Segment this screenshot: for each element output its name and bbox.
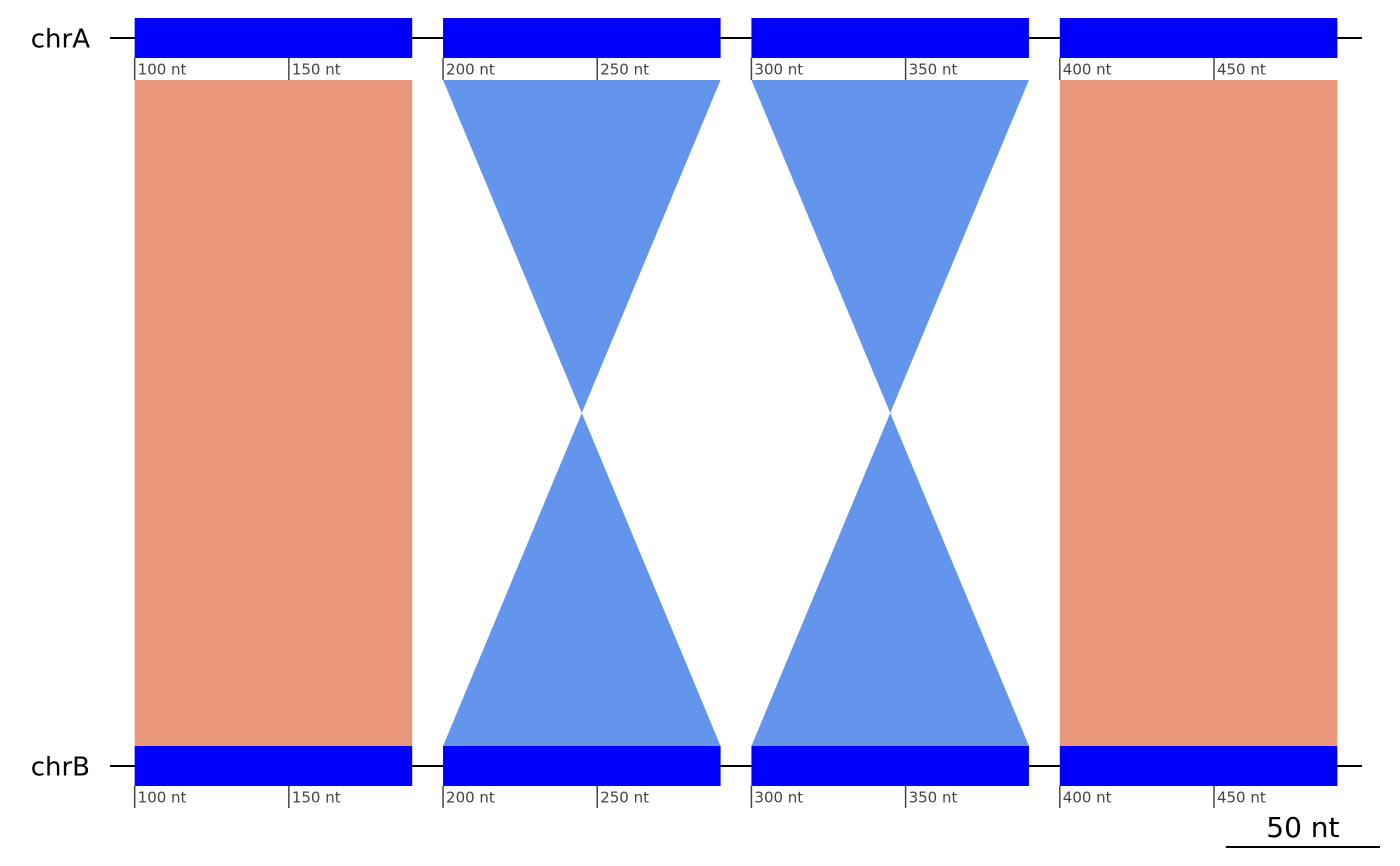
tick-label: 150 nt (292, 789, 341, 807)
block (443, 746, 721, 786)
block (751, 746, 1029, 786)
tick-label: 300 nt (754, 789, 803, 807)
tick-label: 150 nt (292, 61, 341, 79)
tick-label: 100 nt (138, 61, 187, 79)
tick-label: 400 nt (1063, 61, 1112, 79)
sequence-label: chrB (31, 753, 90, 783)
scale-bar-label: 50 nt (1266, 811, 1339, 844)
tick-label: 250 nt (600, 789, 649, 807)
tick-label: 300 nt (754, 61, 803, 79)
tick-label: 450 nt (1217, 61, 1266, 79)
tick-label: 400 nt (1063, 789, 1112, 807)
block (1059, 18, 1338, 58)
block (751, 18, 1029, 58)
block (134, 746, 413, 786)
link (1059, 80, 1338, 746)
tick-label: 350 nt (909, 61, 958, 79)
tick-label: 250 nt (600, 61, 649, 79)
tick-label: 350 nt (909, 789, 958, 807)
block (443, 18, 721, 58)
link (443, 80, 721, 746)
tick-label: 450 nt (1217, 789, 1266, 807)
sequence-label: chrA (31, 25, 90, 55)
block (1059, 746, 1338, 786)
tick-label: 100 nt (138, 789, 187, 807)
block (134, 18, 413, 58)
link (751, 80, 1029, 746)
link (134, 80, 413, 746)
tick-label: 200 nt (446, 789, 495, 807)
tick-label: 200 nt (446, 61, 495, 79)
